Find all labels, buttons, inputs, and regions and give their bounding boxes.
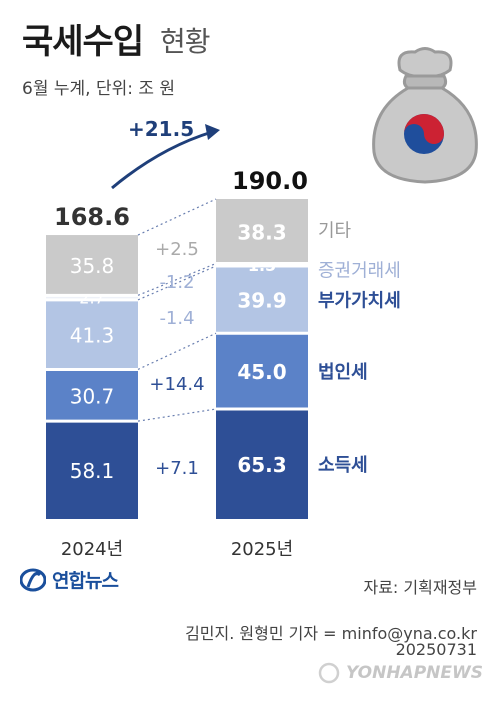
bar-segment (216, 266, 308, 334)
credit-text: 김민지. 원형민 기자 = minfo@yna.co.kr (185, 624, 477, 643)
bar-segment (216, 199, 308, 264)
bar-segment (46, 235, 138, 296)
connector-line (137, 198, 217, 236)
connector-line (137, 262, 217, 296)
unit-subtitle: 6월 누계, 단위: 조 원 (22, 79, 176, 99)
money-bag-icon (372, 47, 478, 184)
value-label: 38.3 (237, 220, 286, 244)
watermark-text: YONHAPNEWS (345, 663, 483, 683)
bar-segment (46, 295, 138, 300)
series-label: 기타 (318, 220, 352, 241)
yonhap-logo: 연합뉴스 (20, 566, 119, 593)
category-label: 2025년 (231, 539, 293, 560)
arrow-head-icon (205, 124, 220, 140)
series-label: 법인세 (318, 362, 368, 383)
change-label: +2.5 (155, 239, 199, 260)
connector-line (137, 332, 217, 370)
bar-segment (46, 369, 138, 422)
stacked-bar-chart: 58.1 65.330.745.041.339.92.71.535.838.3+7… (46, 117, 401, 560)
date-text: 20250731 (395, 640, 477, 659)
taeguk-icon (404, 114, 444, 154)
bar-segment (46, 299, 138, 370)
bar-segment (46, 421, 138, 519)
page-title-sub: 현황 (160, 25, 211, 58)
series-label: 증권거래세 (318, 261, 401, 282)
value-label: 35.8 (70, 254, 115, 278)
bar-segment (216, 333, 308, 410)
total-label: 168.6 (54, 203, 130, 231)
series-label: 부가가치세 (318, 291, 401, 312)
curved-arrow-icon (111, 130, 213, 190)
total-change-label: +21.5 (128, 117, 194, 141)
value-label: 45.0 (237, 360, 286, 384)
value-label: 39.9 (237, 289, 286, 313)
value-label: 41.3 (70, 324, 115, 348)
source-text: 자료: 기획재정부 (363, 578, 477, 597)
connector-line (137, 408, 217, 422)
change-label: +14.4 (149, 374, 204, 395)
watermark: YONHAPNEWS (318, 662, 483, 684)
category-label: 2024년 (61, 539, 123, 560)
change-label: -1.2 (159, 272, 194, 293)
change-label: +7.1 (155, 458, 199, 479)
series-label: 소득세 (318, 455, 368, 476)
bar-segment (216, 409, 308, 519)
change-label: -1.4 (159, 308, 194, 329)
value-label: 30.7 (70, 384, 115, 408)
connector-line (137, 265, 217, 301)
value-label: 65.3 (237, 453, 286, 477)
yonhap-logo-icon (20, 568, 46, 591)
watermark-icon (318, 662, 340, 684)
page-title: 국세수입 (22, 22, 144, 62)
logo-text: 연합뉴스 (52, 570, 119, 592)
value-label: 58.1 (70, 459, 115, 483)
total-label: 190.0 (232, 167, 308, 195)
